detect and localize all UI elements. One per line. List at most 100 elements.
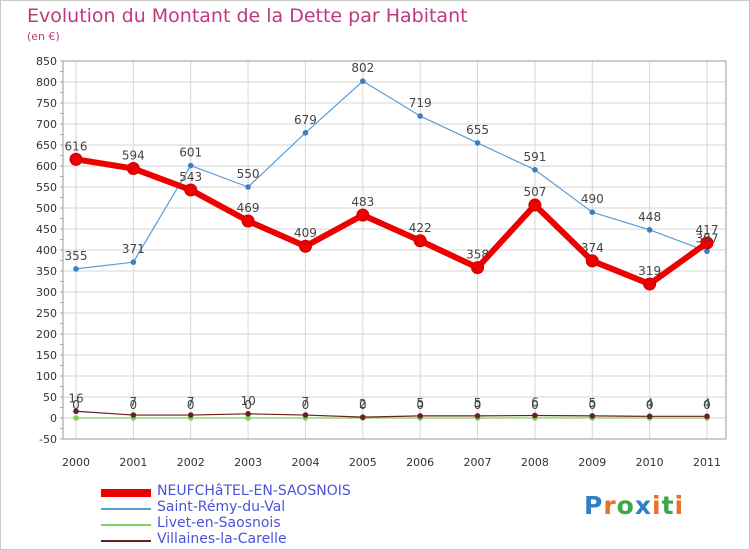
logo-letter: r (603, 491, 617, 520)
x-tick-label: 2010 (636, 456, 664, 469)
data-point (130, 412, 137, 418)
data-label: 319 (638, 264, 661, 278)
data-point (528, 198, 542, 212)
data-point (643, 277, 657, 291)
y-tick-label: 600 (36, 160, 57, 173)
y-tick-label: 150 (36, 349, 57, 362)
data-label: 0 (72, 398, 80, 412)
data-label: 550 (237, 167, 260, 181)
data-label: 4 (646, 396, 654, 410)
data-label: 0 (474, 398, 482, 412)
data-point (360, 78, 366, 84)
data-point (585, 254, 599, 268)
data-label: 543 (179, 170, 202, 184)
data-point (360, 414, 366, 420)
legend-item: Saint-Rémy-du-Val (101, 499, 401, 517)
data-label: 655 (466, 123, 489, 137)
data-label: 490 (581, 192, 604, 206)
y-tick-label: 50 (43, 391, 57, 404)
data-label: 374 (581, 241, 604, 255)
data-label: 0 (302, 398, 310, 412)
data-point (245, 415, 251, 421)
data-point (130, 259, 137, 265)
data-point (413, 234, 427, 248)
data-label: 448 (638, 210, 661, 224)
data-label: 422 (409, 221, 432, 235)
legend-label: Saint-Rémy-du-Val (157, 499, 286, 515)
data-label: 0 (187, 398, 195, 412)
data-point (474, 413, 481, 419)
data-label: 616 (65, 139, 88, 153)
data-label: 6 (531, 395, 539, 409)
x-tick-label: 2002 (177, 456, 205, 469)
logo-letter: i (674, 491, 685, 520)
y-tick-label: 750 (36, 97, 57, 110)
data-point (474, 140, 481, 146)
data-point (589, 209, 596, 215)
x-tick-label: 2006 (406, 456, 434, 469)
data-label: 16 (68, 391, 83, 405)
y-tick-label: 800 (36, 76, 57, 89)
data-label: 7 (130, 395, 138, 409)
data-point (302, 412, 309, 418)
data-label: 7 (187, 395, 195, 409)
line-chart: -500501001502002503003504004505005506006… (36, 55, 727, 469)
data-label: 469 (237, 201, 260, 215)
data-point (184, 183, 198, 197)
data-label: 4 (703, 396, 711, 410)
data-label: 679 (294, 113, 317, 127)
legend-label: Villaines-la-Carelle (157, 531, 287, 547)
data-point (471, 261, 485, 275)
proxiti-logo: Proxiti (584, 491, 684, 520)
series-line (73, 156, 710, 288)
data-label: 0 (359, 398, 367, 412)
x-tick-label: 2007 (464, 456, 492, 469)
data-label: 0 (646, 398, 654, 412)
data-label: 2 (359, 397, 367, 411)
data-point (245, 184, 251, 190)
data-label: 409 (294, 226, 317, 240)
data-point (646, 227, 653, 233)
y-tick-label: 450 (36, 223, 57, 236)
legend: NEUFCHâTEL-EN-SAOSNOIS Saint-Rémy-du-Val L… (101, 483, 401, 549)
logo-letter: t (661, 491, 675, 520)
data-label: 358 (466, 248, 489, 262)
series-line (75, 80, 708, 270)
y-tick-label: 0 (50, 412, 57, 425)
x-tick-label: 2003 (234, 456, 262, 469)
data-point (589, 413, 596, 419)
y-tick-label: 400 (36, 244, 57, 257)
series-line (75, 410, 708, 418)
x-tick-label: 2009 (578, 456, 606, 469)
data-point (532, 166, 538, 173)
data-label: 0 (703, 398, 711, 412)
data-label: 0 (531, 398, 539, 412)
data-point (417, 413, 423, 419)
data-label: 7 (302, 395, 310, 409)
legend-swatch (101, 489, 151, 497)
legend-swatch (101, 524, 151, 526)
data-label: 5 (474, 396, 482, 410)
legend-swatch (101, 540, 151, 542)
y-tick-label: 850 (36, 55, 57, 68)
chart-subtitle: (en €) (27, 30, 60, 43)
data-point (532, 412, 538, 419)
y-tick-label: 250 (36, 307, 57, 320)
y-tick-label: 700 (36, 118, 57, 131)
y-tick-label: -50 (39, 433, 57, 446)
data-label: 0 (130, 398, 138, 412)
data-label: 397 (696, 231, 719, 245)
data-label: 719 (409, 96, 432, 110)
x-tick-label: 2004 (291, 456, 319, 469)
legend-item: Villaines-la-Carelle (101, 531, 401, 549)
data-label: 5 (588, 396, 596, 410)
logo-letter: x (634, 491, 652, 520)
data-label: 483 (351, 195, 374, 209)
data-point (73, 408, 79, 415)
legend-item: Livet-en-Saosnois (101, 515, 401, 533)
y-tick-label: 200 (36, 328, 57, 341)
data-point (417, 113, 423, 119)
data-point (298, 239, 312, 253)
x-tick-label: 2011 (693, 456, 721, 469)
